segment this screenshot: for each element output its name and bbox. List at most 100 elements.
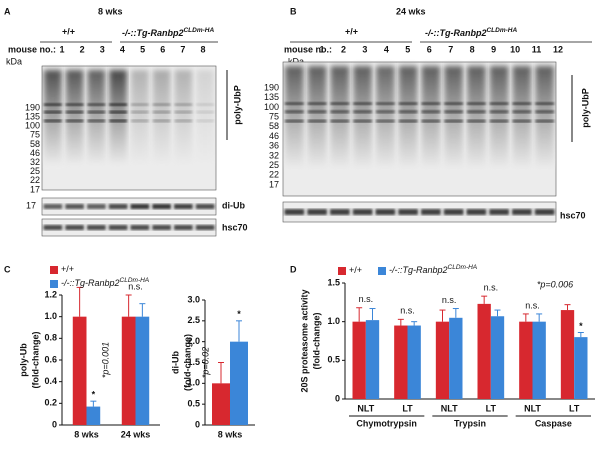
blot-band — [398, 119, 418, 123]
blot — [41, 197, 217, 216]
ns-label: n.s. — [128, 281, 143, 291]
marker: 36 — [269, 141, 279, 151]
band-label: poly-UbP — [580, 88, 590, 128]
p-value: *p=0.006 — [537, 279, 573, 289]
marker: 135 — [25, 111, 40, 121]
blot-lane — [330, 66, 350, 167]
genotype-label: -/-::Tg-Ranbp2CLDm-HA — [425, 27, 517, 39]
genotype-label: -/-::Tg-Ranbp2CLDm-HA — [122, 27, 214, 39]
bar — [394, 325, 408, 399]
x-tick-label: LT — [569, 403, 580, 413]
blot-lane — [65, 70, 84, 163]
marker: 22 — [269, 170, 279, 180]
blot-lane — [353, 66, 372, 167]
legend-superscript: CLDm-HA — [448, 264, 478, 271]
blot-band — [109, 119, 127, 123]
y-tick-label: 1.0 — [44, 311, 57, 321]
blot-band — [375, 209, 396, 215]
blot-band — [152, 110, 171, 114]
significance-mark: * — [237, 309, 241, 319]
blot-band — [285, 110, 304, 114]
marker: 46 — [30, 148, 40, 158]
marker: 25 — [30, 166, 40, 176]
kda-label: kDa — [288, 56, 304, 66]
blot-band — [152, 224, 171, 231]
blot-band — [174, 203, 193, 210]
band-label: hsc70 — [222, 222, 248, 232]
blot-lane — [44, 70, 62, 163]
y-tick-label: 0.5 — [187, 399, 200, 409]
group-label: Caspase — [535, 418, 572, 428]
blot-lane — [376, 66, 395, 167]
y-axis-label: di-Ub — [170, 351, 180, 374]
blot-band — [535, 110, 554, 114]
blot-band — [44, 110, 62, 114]
x-tick-label: 8 wks — [74, 429, 99, 439]
mouse-number: 6 — [160, 44, 165, 54]
mouse-number: 7 — [448, 44, 453, 54]
mouse-number: 2 — [80, 44, 85, 54]
blot-band — [353, 119, 372, 123]
marker: 32 — [269, 150, 279, 160]
genotype-superscript: CLDm-HA — [486, 27, 517, 34]
blot-band — [65, 203, 84, 210]
marker: 75 — [30, 130, 40, 140]
ns-label: n.s. — [525, 300, 540, 310]
x-tick-label: NLT — [441, 403, 458, 413]
legend-swatch — [338, 267, 346, 275]
ns-label: n.s. — [442, 295, 457, 305]
x-tick-label: 24 wks — [121, 429, 151, 439]
ns-label: n.s. — [359, 294, 374, 304]
blot-band — [376, 102, 395, 106]
blot-band — [466, 209, 487, 215]
mouse-number: 5 — [405, 44, 410, 54]
panel-label: D — [290, 264, 297, 274]
legend-name: +/+ — [61, 264, 74, 274]
blot-band — [398, 102, 418, 106]
marker: 32 — [30, 157, 40, 167]
y-tick-label: 2.5 — [187, 315, 200, 325]
blot-band — [467, 110, 486, 114]
blot-band — [398, 110, 418, 114]
blot-lane — [285, 66, 304, 167]
bar — [230, 341, 248, 425]
y-tick-label: 0 — [335, 393, 340, 403]
blot-band — [535, 119, 554, 123]
mouse-label: mouse no.: — [8, 44, 56, 54]
blot-band — [131, 119, 149, 123]
blot-band — [489, 209, 509, 215]
blot-band — [353, 102, 372, 106]
bar — [560, 310, 575, 399]
blot-band — [195, 203, 215, 210]
blot-band — [65, 119, 84, 123]
blot-band — [130, 203, 150, 210]
blot — [282, 61, 557, 197]
legend-superscript: CLDm-HA — [120, 277, 150, 284]
blot-lane — [307, 66, 327, 167]
marker: 100 — [264, 102, 279, 112]
marker: 58 — [30, 139, 40, 149]
blot-band — [109, 103, 127, 107]
blot-band — [512, 119, 532, 123]
bar — [477, 303, 491, 399]
mouse-number: 8 — [470, 44, 475, 54]
blot-band — [307, 102, 327, 106]
blot-band — [330, 119, 350, 123]
blot-band — [352, 209, 373, 215]
significance-mark: * — [579, 321, 583, 331]
genotype-name: -/-::Tg-Ranbp2 — [122, 28, 183, 38]
mouse-number: 6 — [427, 44, 432, 54]
y-tick-label: 1.2 — [44, 289, 57, 299]
bar — [86, 406, 101, 425]
blot-band — [489, 119, 509, 123]
mouse-number: 10 — [510, 44, 520, 54]
band-label: poly-UbP — [232, 85, 242, 125]
y-axis-label: 20S proteasome activity — [299, 289, 309, 392]
x-tick-label: NLT — [524, 403, 541, 413]
blot-lane — [467, 66, 486, 167]
blot-band — [195, 224, 215, 231]
y-axis-label: (fold-change) — [182, 334, 192, 391]
y-tick-label: 0.8 — [44, 333, 57, 343]
blot-band — [44, 119, 62, 123]
x-tick-label: 8 wks — [218, 429, 243, 439]
